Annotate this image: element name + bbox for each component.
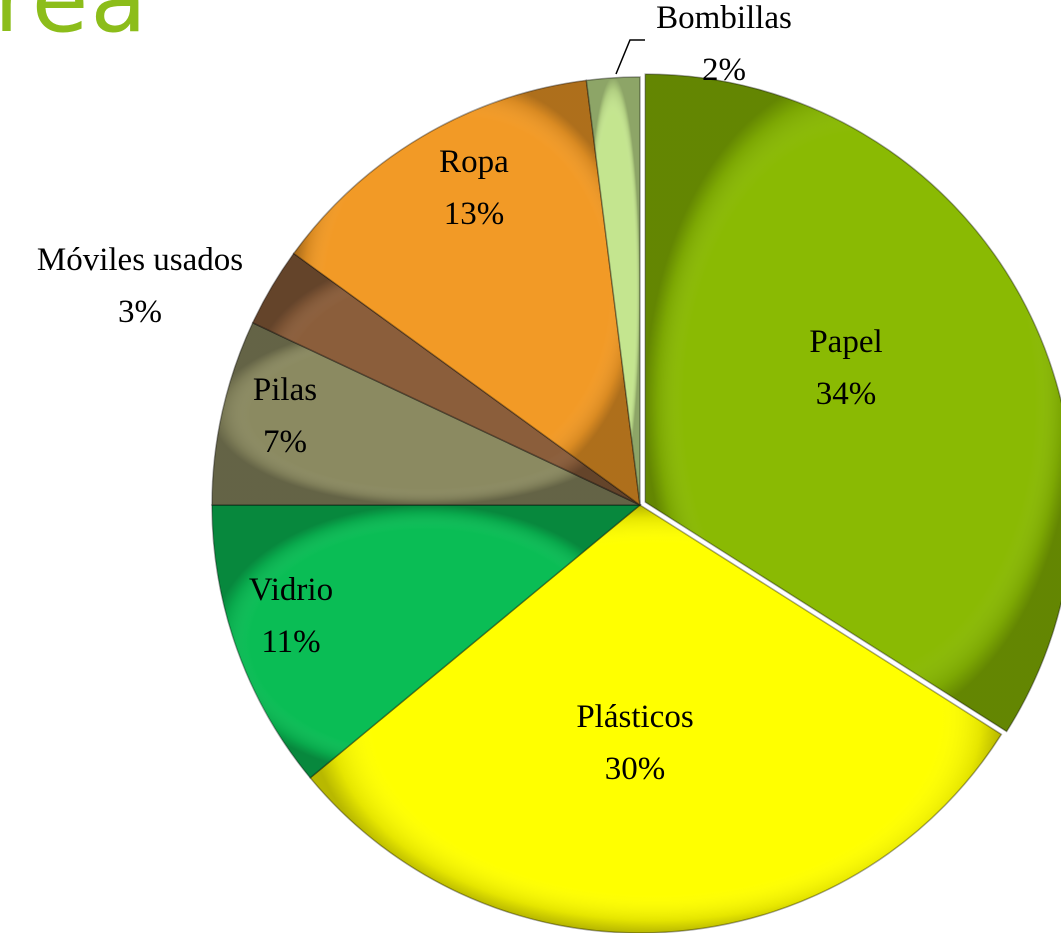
pie-slices bbox=[211, 73, 1061, 934]
pie-slice-shading-papel bbox=[645, 74, 1061, 732]
pie-slice-shading-moviles-usados bbox=[252, 253, 641, 505]
slice-percent-moviles-usados: 3% bbox=[118, 294, 162, 330]
pie-slice-shading-vidrio bbox=[212, 505, 640, 778]
slice-percent-ropa: 13% bbox=[444, 196, 505, 232]
slice-label-ropa: Ropa 13% bbox=[439, 144, 509, 232]
pie-slice-shading-bombillas bbox=[586, 77, 640, 505]
page-title-fragment: rea bbox=[0, 0, 149, 46]
slice-label-plasticos: Plásticos 30% bbox=[576, 699, 693, 787]
slice-percent-papel: 34% bbox=[816, 376, 877, 412]
slice-name-plasticos: Plásticos bbox=[576, 699, 693, 735]
slice-name-papel: Papel bbox=[809, 324, 882, 360]
pie-slice-shading-pilas bbox=[212, 322, 640, 505]
slice-name-moviles-usados: Móviles usados bbox=[37, 242, 243, 278]
slice-percent-plasticos: 30% bbox=[605, 751, 666, 787]
slice-percent-pilas: 7% bbox=[263, 424, 307, 460]
slice-label-bombillas: Bombillas 2% bbox=[656, 0, 792, 88]
slice-percent-vidrio: 11% bbox=[261, 624, 320, 660]
slice-percent-bombillas: 2% bbox=[702, 52, 746, 88]
slice-label-moviles-usados: Móviles usados 3% bbox=[37, 242, 243, 330]
leader-line-bombillas bbox=[615, 39, 645, 75]
pie-slice-shading-ropa bbox=[293, 80, 640, 505]
slice-labels: Papel 34% Plásticos 30% Vidrio 11% Pilas 7% Móvi… bbox=[37, 0, 883, 787]
pie-slice-shading-plasticos bbox=[310, 505, 1002, 933]
slice-name-ropa: Ropa bbox=[439, 144, 509, 180]
slice-label-pilas: Pilas 7% bbox=[253, 372, 317, 460]
slice-name-bombillas: Bombillas bbox=[656, 0, 792, 36]
slice-name-vidrio: Vidrio bbox=[249, 572, 333, 608]
slice-name-pilas: Pilas bbox=[253, 372, 317, 408]
slice-label-vidrio: Vidrio 11% bbox=[249, 572, 333, 660]
slice-label-papel: Papel 34% bbox=[809, 324, 882, 412]
leader-lines bbox=[615, 39, 645, 75]
